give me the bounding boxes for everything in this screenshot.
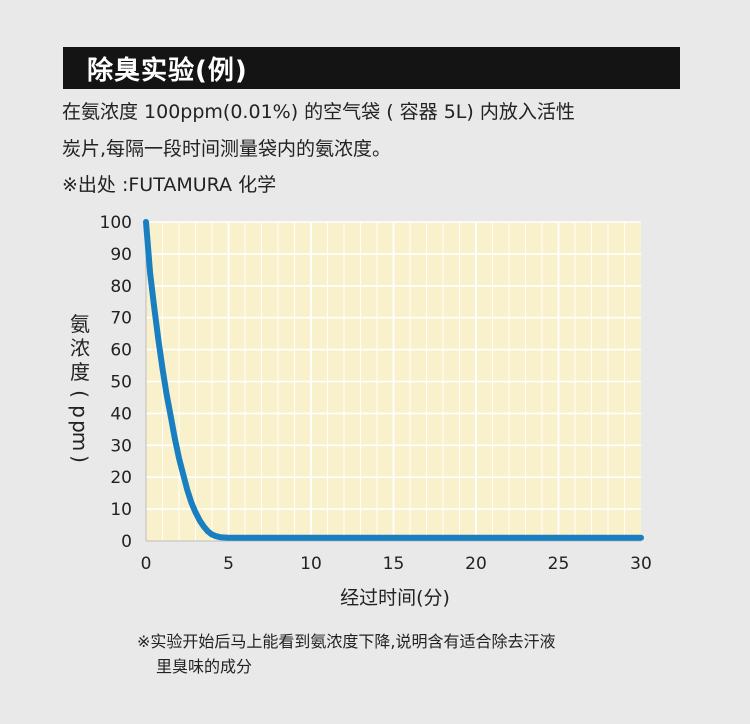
y-label-char: 浓: [70, 336, 90, 360]
y-tick-label: 100: [100, 213, 132, 233]
y-label-char: 氨: [70, 312, 90, 336]
y-label-char: m: [68, 432, 92, 451]
y-tick-label: 40: [110, 404, 132, 424]
header-bar: 除臭实验(例): [63, 47, 680, 89]
x-axis-label: 经过时间(分): [340, 587, 450, 609]
y-tick-label: 10: [110, 500, 132, 520]
concentration-chart: 0 10 20 30 40 50 60 70 80 90 100 0 5 10 15 20 25 30 氨浓度 (…: [0, 200, 750, 620]
source-note: ※出处 :FUTAMURA 化学: [62, 174, 277, 196]
x-tick-label: 20: [465, 554, 487, 574]
y-tick-label: 80: [110, 277, 132, 297]
y-tick-labels: 0 10 20 30 40 50 60 70 80 90 100: [100, 213, 132, 552]
footnote-line-1: ※实验开始后马上能看到氨浓度下降,说明含有适合除去汗液: [137, 632, 556, 651]
y-label-char: 度: [70, 360, 90, 384]
y-axis-label: 氨浓度(ppm): [68, 312, 92, 463]
x-tick-label: 15: [383, 554, 405, 574]
x-tick-label: 0: [141, 554, 152, 574]
chart-svg: 0 10 20 30 40 50 60 70 80 90 100 0 5 10 15 20 25 30 氨浓度 (…: [68, 213, 652, 609]
footnote-line-2: 里臭味的成分: [156, 657, 253, 676]
x-tick-labels: 0 5 10 15 20 25 30: [141, 554, 652, 574]
y-tick-label: 0: [121, 532, 132, 552]
x-tick-label: 30: [630, 554, 652, 574]
header-title: 除臭实验(例): [87, 55, 248, 86]
y-tick-label: 50: [110, 373, 132, 393]
y-label-char: ): [68, 455, 92, 463]
series-line: [143, 219, 644, 541]
y-tick-label: 90: [110, 245, 132, 265]
series-layer: [143, 219, 644, 541]
x-tick-label: 25: [548, 554, 570, 574]
x-tick-label: 10: [300, 554, 322, 574]
y-label-char: (: [68, 390, 92, 398]
grid-lines: [146, 221, 641, 541]
y-tick-label: 20: [110, 468, 132, 488]
y-tick-label: 30: [110, 436, 132, 456]
y-label-char: p: [68, 420, 92, 433]
description-line-1: 在氨浓度 100ppm(0.01%) 的空气袋 ( 容器 5L) 内放入活性: [62, 101, 575, 123]
y-tick-label: 60: [110, 341, 132, 361]
x-tick-label: 5: [223, 554, 234, 574]
y-tick-label: 70: [110, 309, 132, 329]
description-line-2: 炭片,每隔一段时间测量袋内的氨浓度。: [62, 138, 392, 160]
y-label-char: p: [68, 405, 92, 418]
axes: [145, 222, 641, 542]
